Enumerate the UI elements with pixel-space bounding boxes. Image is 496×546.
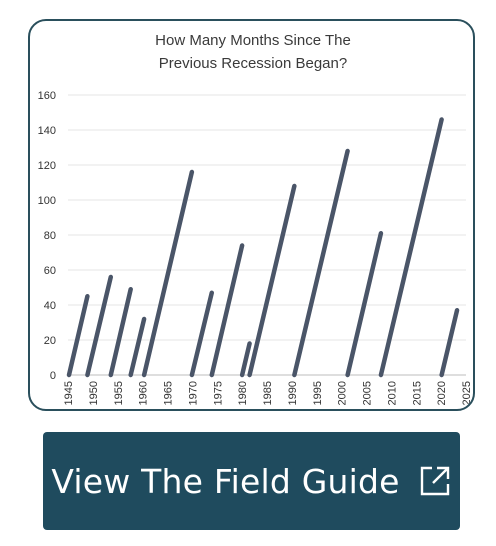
- x-tick-label: 2020: [436, 381, 448, 405]
- chart-title-line-2: Previous Recession Began?: [159, 55, 347, 72]
- series-segment-3: [108, 287, 133, 378]
- y-tick-label: 40: [44, 300, 56, 312]
- x-tick-label: 2015: [411, 381, 423, 405]
- y-tick-label: 100: [38, 195, 56, 207]
- y-axis-tick-labels: 0 20 40 60 80 100 120 140 160: [38, 90, 56, 382]
- x-tick-label: 1970: [187, 381, 199, 405]
- x-tick-label: 1965: [163, 381, 175, 405]
- y-tick-label: 160: [38, 90, 56, 102]
- series-segment-2: [85, 274, 114, 378]
- series-segment-6: [189, 290, 215, 378]
- x-tick-label: 1955: [113, 381, 125, 405]
- chart-title: How Many Months Since The Previous Reces…: [155, 32, 351, 72]
- x-tick-label: 1995: [312, 381, 324, 405]
- x-tick-label: 1975: [212, 381, 224, 405]
- view-field-guide-label: View The Field Guide: [51, 461, 400, 501]
- y-tick-label: 20: [44, 335, 56, 347]
- x-tick-label: 1990: [287, 381, 299, 405]
- x-tick-label: 1980: [237, 381, 249, 405]
- y-tick-label: 140: [38, 125, 56, 137]
- chart-card: How Many Months Since The Previous Reces…: [28, 19, 475, 411]
- series-segment-5: [141, 169, 195, 378]
- x-tick-label: 2000: [337, 381, 349, 405]
- recession-chart: How Many Months Since The Previous Reces…: [38, 32, 473, 405]
- view-field-guide-button[interactable]: View The Field Guide: [43, 432, 460, 530]
- series-segment-8: [239, 341, 252, 378]
- chart-title-line-1: How Many Months Since The: [155, 32, 351, 49]
- x-tick-label: 1985: [262, 381, 274, 405]
- x-tick-label: 2005: [362, 381, 374, 405]
- y-tick-label: 80: [44, 230, 56, 242]
- series-segment-13: [439, 308, 460, 378]
- series-segment-1: [66, 294, 90, 378]
- x-tick-label: 1950: [88, 381, 100, 405]
- x-tick-label: 2025: [461, 381, 473, 405]
- x-axis-tick-labels: 1945 1950 1955 1960 1965 1970 1975 1980 1985 1990…: [63, 381, 473, 405]
- x-tick-label: 1945: [63, 381, 75, 405]
- chart-series: [66, 117, 460, 378]
- series-segment-9: [247, 183, 297, 378]
- x-tick-label: 1960: [138, 381, 150, 405]
- chart-gridlines: [68, 94, 466, 376]
- x-tick-label: 2010: [386, 381, 398, 405]
- y-tick-label: 60: [44, 265, 56, 277]
- y-tick-label: 0: [50, 370, 56, 382]
- series-segment-7: [209, 243, 245, 378]
- y-tick-label: 120: [38, 160, 56, 172]
- series-segment-4: [128, 316, 147, 378]
- external-link-icon: [418, 464, 452, 498]
- series-segment-12: [378, 117, 444, 378]
- series-segment-10: [292, 148, 350, 378]
- series-segment-11: [345, 231, 384, 378]
